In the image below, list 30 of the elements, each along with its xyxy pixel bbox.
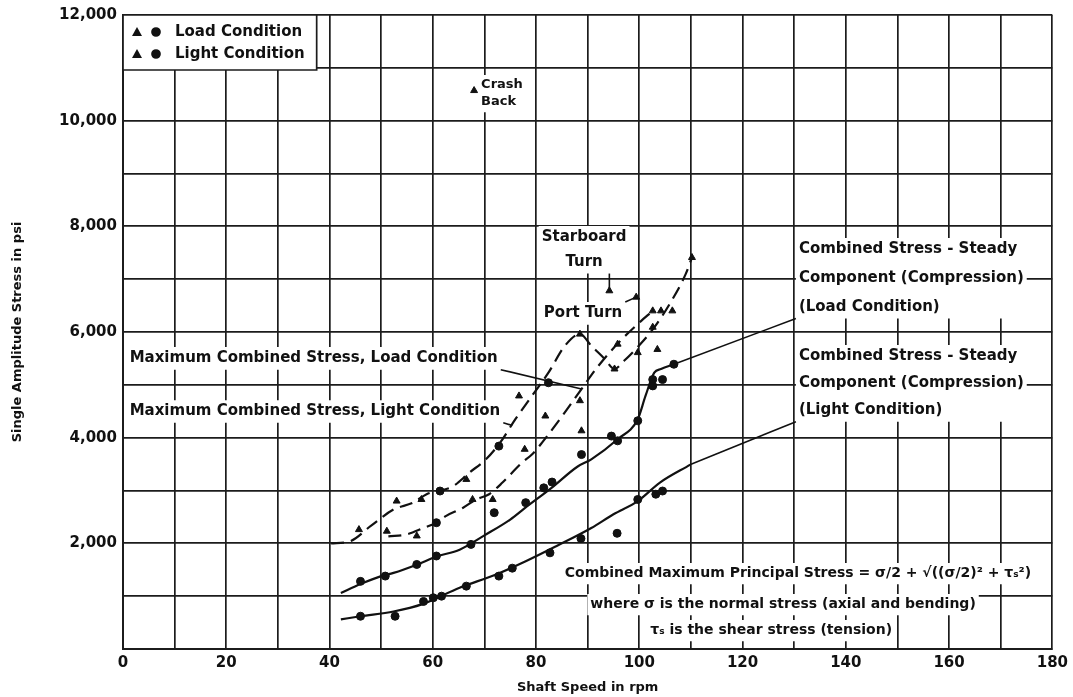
legend-label: Light Condition bbox=[175, 43, 305, 62]
y-tick-label: 6,000 bbox=[69, 321, 117, 340]
annotation: Combined Maximum Principal Stress = σ/2 + √((σ/2)² + τₛ²) bbox=[564, 564, 1032, 581]
annotation: Combined Stress - Steady Component (Compression) (Light Condition) bbox=[798, 346, 1024, 419]
annotation: Crash Back bbox=[481, 76, 523, 109]
x-tick-label: 100 bbox=[623, 652, 655, 671]
x-tick-label: 20 bbox=[215, 652, 237, 671]
x-tick-label: 60 bbox=[422, 652, 444, 671]
x-tick-label: 140 bbox=[830, 652, 862, 671]
annotation: τₛ is the shear stress (tension) bbox=[650, 621, 893, 638]
x-tick-label: 120 bbox=[726, 652, 759, 671]
annotation: Maximum Combined Stress, Load Condition bbox=[129, 348, 498, 367]
y-tick-label: 12,000 bbox=[59, 4, 117, 23]
x-tick-label: 80 bbox=[525, 652, 547, 671]
y-tick-label: 8,000 bbox=[69, 216, 117, 235]
y-axis-title: Single Amplitude Stress in psi bbox=[9, 221, 25, 443]
x-tick-label: 180 bbox=[1036, 652, 1068, 671]
y-tick-label: 2,000 bbox=[69, 533, 117, 552]
annotation: Starboard Turn bbox=[541, 227, 627, 271]
x-tick-label: 0 bbox=[117, 652, 129, 671]
y-tick-label: 10,000 bbox=[59, 110, 117, 129]
annotation: Maximum Combined Stress, Light Condition bbox=[129, 401, 501, 420]
annotation: Combined Stress - Steady Component (Compression) (Load Condition) bbox=[798, 239, 1024, 316]
legend-label: Load Condition bbox=[175, 21, 303, 40]
annotation: Port Turn bbox=[543, 303, 623, 322]
x-tick-label: 160 bbox=[933, 652, 965, 671]
y-tick-label: 4,000 bbox=[69, 427, 117, 446]
annotation: where σ is the normal stress (axial and bending) bbox=[590, 595, 976, 612]
x-axis-title: Shaft Speed in rpm bbox=[516, 678, 659, 694]
x-tick-label: 40 bbox=[319, 652, 340, 671]
